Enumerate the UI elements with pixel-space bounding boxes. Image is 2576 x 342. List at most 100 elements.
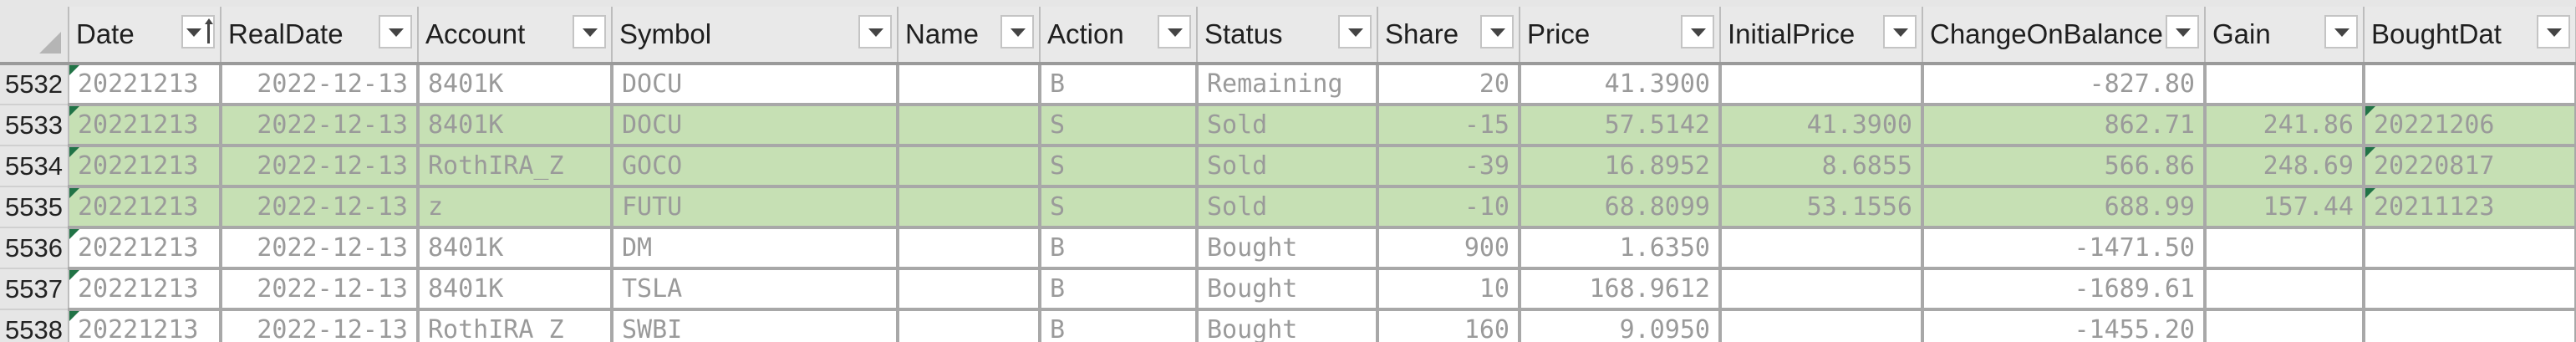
cell-initialprice[interactable]: 41.3900 bbox=[1720, 105, 1924, 147]
cell-account[interactable]: 8401K bbox=[418, 64, 613, 106]
cell-account[interactable]: RothIRA_Z bbox=[418, 145, 613, 188]
column-header-boughtdate[interactable]: BoughtDat bbox=[2364, 7, 2576, 65]
cell-share[interactable]: -39 bbox=[1377, 145, 1521, 188]
cell-price[interactable]: 68.8099 bbox=[1520, 186, 1722, 229]
cell-symbol[interactable]: SWBI bbox=[612, 309, 899, 342]
filter-button[interactable] bbox=[1338, 15, 1372, 48]
cell-realdate[interactable]: 2022-12-13 bbox=[221, 64, 420, 106]
cell-share[interactable]: 20 bbox=[1377, 64, 1521, 106]
cell-status[interactable]: Remaining bbox=[1197, 64, 1379, 106]
cell-name[interactable] bbox=[898, 268, 1041, 311]
column-header-name[interactable]: Name bbox=[898, 7, 1041, 65]
cell-boughtdate[interactable] bbox=[2364, 268, 2576, 311]
cell-gain[interactable]: 157.44 bbox=[2205, 186, 2365, 229]
cell-gain[interactable] bbox=[2205, 227, 2365, 270]
cell-changeonbalance[interactable]: 862.71 bbox=[1922, 105, 2207, 147]
cell-account[interactable]: RothIRA_Z bbox=[418, 309, 613, 342]
filter-button[interactable] bbox=[379, 15, 412, 48]
cell-initialprice[interactable] bbox=[1720, 309, 1924, 342]
cell-status[interactable]: Bought bbox=[1197, 268, 1379, 311]
cell-date[interactable]: 20221213 bbox=[69, 227, 222, 270]
cell-price[interactable]: 16.8952 bbox=[1520, 145, 1722, 188]
row-number[interactable]: 5538 bbox=[0, 309, 69, 342]
cell-action[interactable]: B bbox=[1040, 268, 1199, 311]
cell-realdate[interactable]: 2022-12-13 bbox=[221, 309, 420, 342]
cell-date[interactable]: 20221213 bbox=[69, 186, 222, 229]
cell-account[interactable]: 8401K bbox=[418, 105, 613, 147]
column-header-status[interactable]: Status bbox=[1197, 7, 1378, 65]
cell-date[interactable]: 20221213 bbox=[69, 105, 222, 147]
row-number[interactable]: 5533 bbox=[0, 105, 69, 146]
cell-realdate[interactable]: 2022-12-13 bbox=[221, 268, 420, 311]
filter-button[interactable] bbox=[2166, 15, 2199, 48]
cell-account[interactable]: 8401K bbox=[418, 268, 613, 311]
row-number[interactable]: 5537 bbox=[0, 268, 69, 310]
column-header-share[interactable]: Share bbox=[1377, 7, 1520, 65]
cell-price[interactable]: 57.5142 bbox=[1520, 105, 1722, 147]
cell-gain[interactable]: 248.69 bbox=[2205, 145, 2365, 188]
cell-boughtdate[interactable]: 20221206 bbox=[2364, 105, 2576, 147]
column-header-initialprice[interactable]: InitialPrice bbox=[1720, 7, 1923, 65]
cell-symbol[interactable]: DM bbox=[612, 227, 899, 270]
column-header-action[interactable]: Action bbox=[1040, 7, 1198, 65]
filter-button[interactable] bbox=[2537, 15, 2570, 48]
cell-boughtdate[interactable] bbox=[2364, 64, 2576, 106]
row-number[interactable]: 5536 bbox=[0, 227, 69, 269]
filter-button[interactable] bbox=[858, 15, 892, 48]
cell-price[interactable]: 9.0950 bbox=[1520, 309, 1722, 342]
cell-gain[interactable] bbox=[2205, 309, 2365, 342]
cell-symbol[interactable]: DOCU bbox=[612, 64, 899, 106]
cell-initialprice[interactable]: 53.1556 bbox=[1720, 186, 1924, 229]
cell-initialprice[interactable]: 8.6855 bbox=[1720, 145, 1924, 188]
cell-price[interactable]: 168.9612 bbox=[1520, 268, 1722, 311]
cell-share[interactable]: 900 bbox=[1377, 227, 1521, 270]
cell-realdate[interactable]: 2022-12-13 bbox=[221, 227, 420, 270]
cell-symbol[interactable]: GOCO bbox=[612, 145, 899, 188]
cell-price[interactable]: 1.6350 bbox=[1520, 227, 1722, 270]
cell-action[interactable]: B bbox=[1040, 64, 1199, 106]
cell-action[interactable]: S bbox=[1040, 145, 1199, 188]
column-header-gain[interactable]: Gain bbox=[2205, 7, 2365, 65]
cell-symbol[interactable]: DOCU bbox=[612, 105, 899, 147]
cell-name[interactable] bbox=[898, 64, 1041, 106]
column-header-changeonbalance[interactable]: ChangeOnBalance bbox=[1922, 7, 2206, 65]
row-number[interactable]: 5534 bbox=[0, 145, 69, 187]
cell-realdate[interactable]: 2022-12-13 bbox=[221, 105, 420, 147]
cell-action[interactable]: B bbox=[1040, 309, 1199, 342]
cell-initialprice[interactable] bbox=[1720, 227, 1924, 270]
cell-share[interactable]: -15 bbox=[1377, 105, 1521, 147]
cell-changeonbalance[interactable]: -827.80 bbox=[1922, 64, 2207, 106]
cell-boughtdate[interactable] bbox=[2364, 309, 2576, 342]
filter-button[interactable] bbox=[1681, 15, 1714, 48]
cell-name[interactable] bbox=[898, 145, 1041, 188]
cell-status[interactable]: Bought bbox=[1197, 309, 1379, 342]
cell-account[interactable]: 8401K bbox=[418, 227, 613, 270]
cell-changeonbalance[interactable]: -1689.61 bbox=[1922, 268, 2207, 311]
filter-button[interactable] bbox=[1000, 15, 1034, 48]
cell-status[interactable]: Sold bbox=[1197, 145, 1379, 188]
cell-symbol[interactable]: TSLA bbox=[612, 268, 899, 311]
column-header-realdate[interactable]: RealDate bbox=[221, 7, 419, 65]
cell-boughtdate[interactable]: 20220817 bbox=[2364, 145, 2576, 188]
row-number[interactable]: 5532 bbox=[0, 64, 69, 105]
cell-initialprice[interactable] bbox=[1720, 268, 1924, 311]
cell-realdate[interactable]: 2022-12-13 bbox=[221, 145, 420, 188]
cell-share[interactable]: -10 bbox=[1377, 186, 1521, 229]
cell-share[interactable]: 160 bbox=[1377, 309, 1521, 342]
cell-changeonbalance[interactable]: -1471.50 bbox=[1922, 227, 2207, 270]
column-header-symbol[interactable]: Symbol bbox=[612, 7, 899, 65]
cell-status[interactable]: Sold bbox=[1197, 105, 1379, 147]
cell-status[interactable]: Bought bbox=[1197, 227, 1379, 270]
select-all-triangle-icon[interactable] bbox=[39, 32, 61, 54]
cell-changeonbalance[interactable]: 566.86 bbox=[1922, 145, 2207, 188]
cell-date[interactable]: 20221213 bbox=[69, 268, 222, 311]
filter-button[interactable] bbox=[573, 15, 606, 48]
cell-action[interactable]: S bbox=[1040, 105, 1199, 147]
cell-name[interactable] bbox=[898, 227, 1041, 270]
cell-changeonbalance[interactable]: 688.99 bbox=[1922, 186, 2207, 229]
cell-action[interactable]: S bbox=[1040, 186, 1199, 229]
sort-filter-button[interactable] bbox=[181, 15, 215, 48]
row-number[interactable]: 5535 bbox=[0, 186, 69, 228]
cell-gain[interactable] bbox=[2205, 268, 2365, 311]
filter-button[interactable] bbox=[1158, 15, 1191, 48]
